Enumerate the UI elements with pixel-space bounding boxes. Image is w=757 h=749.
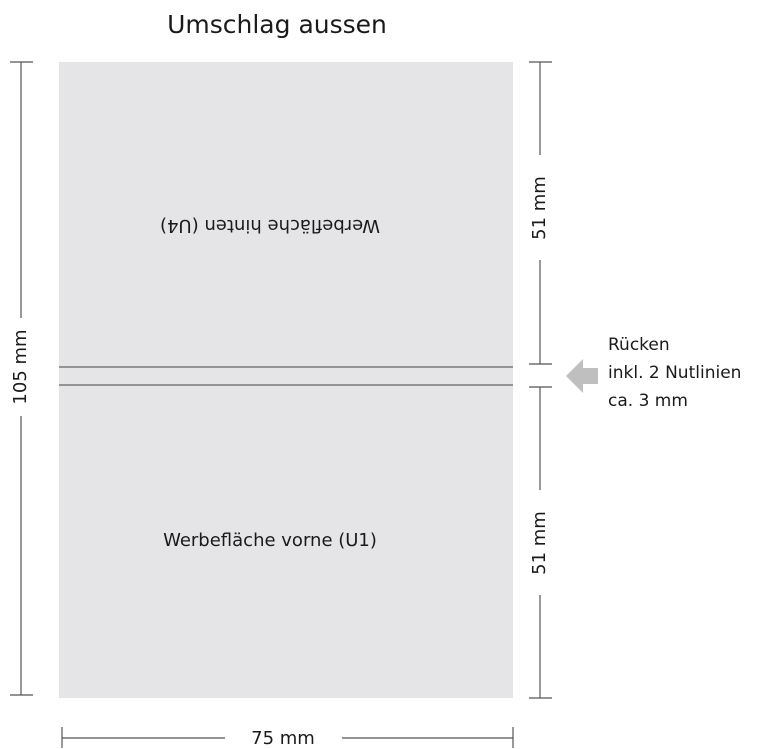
width-total-label: 75 mm	[251, 728, 315, 749]
diagram-title: Umschlag aussen	[167, 10, 387, 39]
height-front-label: 51 mm	[529, 511, 550, 575]
height-front-dimension: 51 mm	[529, 386, 552, 699]
spine-note-line1: Rücken	[608, 335, 670, 355]
width-total-dimension: 75 mm	[61, 727, 514, 749]
spine-note-line2: inkl. 2 Nutlinien	[608, 363, 741, 383]
back-panel-label: Werbefläche hinten (U4)	[160, 215, 380, 236]
height-total-label: 105 mm	[10, 329, 31, 404]
cover-panel	[59, 62, 513, 698]
front-panel-label: Werbefläche vorne (U1)	[163, 530, 377, 551]
spine-arrow-icon	[566, 359, 598, 393]
height-back-dimension: 51 mm	[529, 61, 552, 365]
height-total-dimension: 105 mm	[10, 61, 33, 696]
height-back-label: 51 mm	[529, 176, 550, 240]
spine-note-line3: ca. 3 mm	[608, 391, 688, 411]
